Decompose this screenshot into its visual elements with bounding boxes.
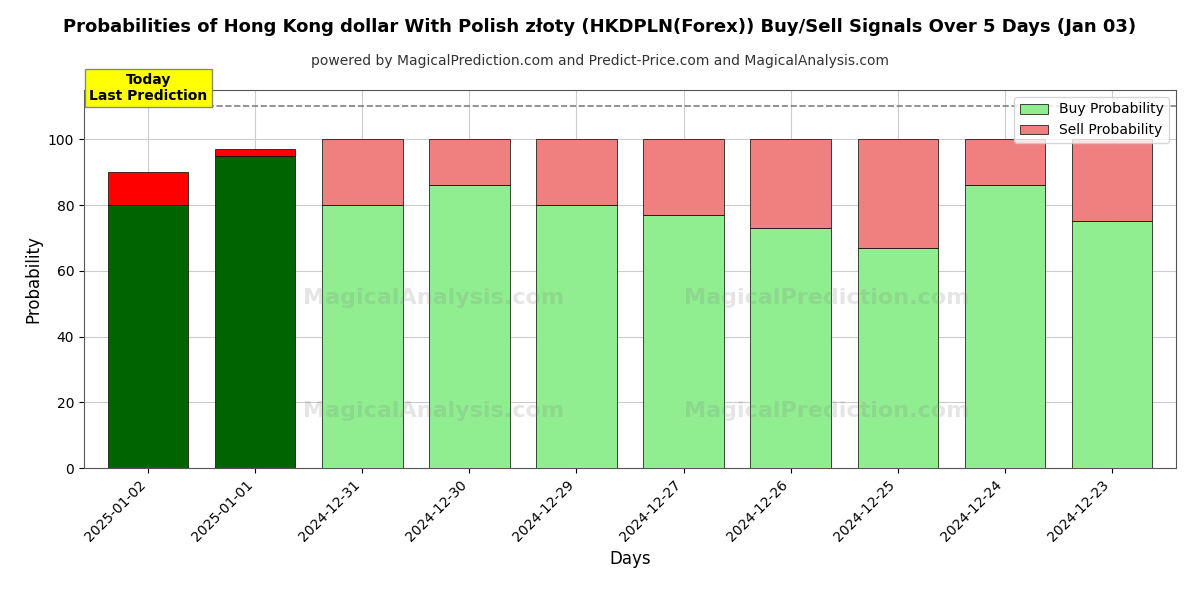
Bar	[215, 156, 295, 468]
Bar	[108, 172, 188, 205]
Bar	[1072, 221, 1152, 468]
Text: MagicalPrediction.com: MagicalPrediction.com	[684, 288, 970, 308]
Bar	[643, 139, 724, 215]
Text: Today
Last Prediction: Today Last Prediction	[89, 73, 208, 103]
Bar	[965, 185, 1045, 468]
Bar	[430, 139, 510, 185]
Bar	[108, 205, 188, 468]
Text: MagicalPrediction.com: MagicalPrediction.com	[684, 401, 970, 421]
Bar	[430, 185, 510, 468]
Text: MagicalAnalysis.com: MagicalAnalysis.com	[302, 288, 564, 308]
Text: MagicalAnalysis.com: MagicalAnalysis.com	[302, 401, 564, 421]
Bar	[1072, 139, 1152, 221]
Y-axis label: Probability: Probability	[24, 235, 42, 323]
Bar	[750, 228, 830, 468]
Text: powered by MagicalPrediction.com and Predict-Price.com and MagicalAnalysis.com: powered by MagicalPrediction.com and Pre…	[311, 54, 889, 68]
Bar	[643, 215, 724, 468]
Bar	[323, 205, 402, 468]
Bar	[750, 139, 830, 228]
Text: Probabilities of Hong Kong dollar With Polish złoty (HKDPLN(Forex)) Buy/Sell Sig: Probabilities of Hong Kong dollar With P…	[64, 18, 1136, 36]
X-axis label: Days: Days	[610, 550, 650, 568]
Bar	[536, 139, 617, 205]
Legend: Buy Probability, Sell Probability: Buy Probability, Sell Probability	[1014, 97, 1169, 143]
Bar	[858, 139, 937, 248]
Bar	[215, 149, 295, 156]
Bar	[323, 139, 402, 205]
Bar	[965, 139, 1045, 185]
Bar	[858, 248, 937, 468]
Bar	[536, 205, 617, 468]
